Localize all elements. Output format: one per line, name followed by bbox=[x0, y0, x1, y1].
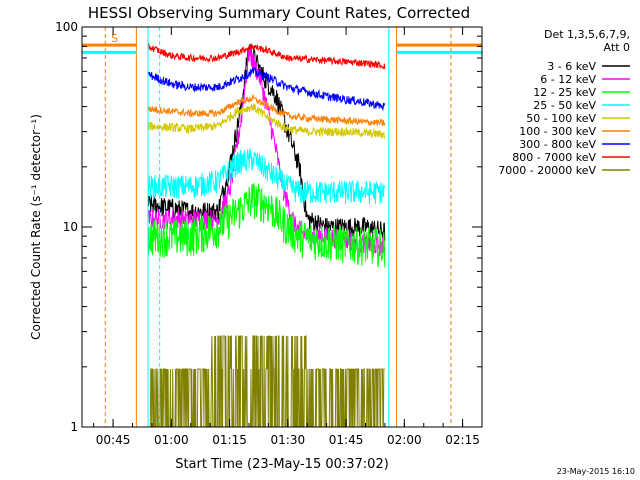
legend-label: 100 - 300 keV bbox=[519, 125, 596, 138]
series-line-25-50-keV bbox=[147, 148, 386, 205]
x-tick-label: 02:15 bbox=[445, 433, 480, 447]
series-line-800-7000-keV bbox=[147, 42, 386, 70]
y-tick-label: 10 bbox=[63, 220, 78, 234]
legend-label: 12 - 25 keV bbox=[533, 86, 596, 99]
x-tick-label: 01:15 bbox=[212, 433, 247, 447]
y-tick-label: 100 bbox=[55, 20, 78, 34]
legend-label: 50 - 100 keV bbox=[526, 112, 596, 125]
series-line-12-25-keV bbox=[147, 183, 386, 268]
x-tick-label: 02:00 bbox=[387, 433, 422, 447]
legend-header-line2: Att 0 bbox=[604, 41, 630, 54]
attenuator-marker: S bbox=[111, 32, 118, 45]
series-line-7000-20000-keV bbox=[148, 335, 385, 428]
legend-label: 300 - 800 keV bbox=[519, 138, 596, 151]
legend-label: 3 - 6 keV bbox=[547, 60, 596, 73]
series-line-50-100-keV bbox=[147, 103, 386, 140]
x-tick-label: 01:45 bbox=[329, 433, 364, 447]
x-axis-label: Start Time (23-May-15 00:37:02) bbox=[175, 457, 389, 472]
legend-header-line1: Det 1,3,5,6,7,9, bbox=[544, 28, 630, 41]
attenuator-markers: S bbox=[82, 27, 482, 427]
legend-label: 25 - 50 keV bbox=[533, 99, 596, 112]
x-tick-label: 00:45 bbox=[96, 433, 131, 447]
legend-label: 800 - 7000 keV bbox=[512, 151, 596, 164]
series-layer bbox=[147, 42, 386, 428]
timestamp: 23-May-2015 16:10 bbox=[557, 467, 635, 476]
x-tick-label: 01:00 bbox=[154, 433, 189, 447]
x-tick-label: 01:30 bbox=[271, 433, 306, 447]
legend-label: 7000 - 20000 keV bbox=[498, 164, 596, 177]
x-axis-ticks: 00:45 01:00 01:15 01:30 01:45 02:00 02:15 bbox=[93, 27, 483, 447]
y-axis-label: Corrected Count Rate (s⁻¹ detector⁻¹) bbox=[29, 114, 43, 340]
chart-title: HESSI Observing Summary Count Rates, Cor… bbox=[88, 4, 470, 22]
series-line-100-300-keV bbox=[147, 94, 386, 127]
legend-label: 6 - 12 keV bbox=[540, 73, 596, 86]
y-tick-label: 1 bbox=[70, 420, 78, 434]
y-axis-ticks: 1 10 100 bbox=[55, 20, 482, 434]
series-line-3-6-keV bbox=[147, 43, 386, 241]
series-line-300-800-keV bbox=[147, 66, 386, 112]
